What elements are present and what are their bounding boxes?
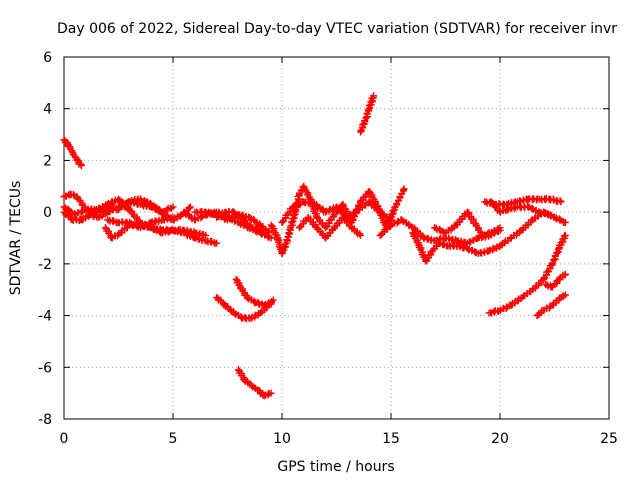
y-tick-label: 2 bbox=[43, 153, 52, 169]
series-markers bbox=[232, 275, 275, 309]
grid-lines bbox=[64, 57, 609, 419]
x-tick-label: 15 bbox=[382, 431, 400, 447]
data-points bbox=[60, 92, 569, 400]
plot-frame bbox=[63, 56, 610, 420]
series-arc-11 bbox=[232, 275, 275, 309]
series-markers bbox=[234, 366, 275, 400]
series-arc-23 bbox=[533, 291, 569, 320]
x-axis-label: GPS time / hours bbox=[277, 459, 394, 475]
series-markers bbox=[485, 231, 569, 317]
series-arc-14 bbox=[278, 198, 395, 226]
x-tick-label: 0 bbox=[60, 431, 69, 447]
x-tick-label: 20 bbox=[491, 431, 509, 447]
series-markers bbox=[356, 92, 378, 136]
y-tick-label: -6 bbox=[38, 360, 52, 376]
y-tick-label: -4 bbox=[38, 309, 52, 325]
y-tick-label: 6 bbox=[43, 50, 52, 66]
y-tick-label: -8 bbox=[38, 412, 52, 428]
series-markers bbox=[101, 220, 221, 248]
series-markers bbox=[295, 213, 364, 242]
series-markers bbox=[487, 198, 554, 219]
y-tick-label: -2 bbox=[38, 257, 52, 273]
series-arc-12 bbox=[234, 366, 275, 400]
series-arc-22 bbox=[485, 231, 569, 317]
y-tick-labels: -8 -6 -4 -2 0 2 4 6 bbox=[38, 50, 52, 428]
series-arc-05 bbox=[101, 220, 221, 248]
series-arc-01 bbox=[60, 136, 85, 170]
series-arc-21 bbox=[487, 198, 554, 219]
series-markers bbox=[542, 270, 569, 291]
series-arc-24 bbox=[542, 270, 569, 291]
series-markers bbox=[431, 208, 504, 239]
series-markers bbox=[213, 207, 273, 237]
series-markers bbox=[60, 195, 194, 225]
x-tick-label: 10 bbox=[273, 431, 291, 447]
series-arc-19 bbox=[431, 208, 504, 239]
x-tick-label: 5 bbox=[169, 431, 178, 447]
y-tick-label: 0 bbox=[43, 205, 52, 221]
series-arc-16 bbox=[356, 92, 378, 136]
x-tick-labels: 0 5 10 15 20 25 bbox=[60, 431, 618, 447]
series-arc-15 bbox=[295, 213, 364, 242]
series-markers bbox=[533, 291, 569, 320]
y-axis-label: SDTVAR / TECUs bbox=[8, 181, 24, 296]
chart-title: Day 006 of 2022, Sidereal Day-to-day VTE… bbox=[57, 21, 617, 37]
y-tick-label: 4 bbox=[43, 102, 52, 118]
series-markers bbox=[60, 136, 85, 170]
x-tick-label: 25 bbox=[600, 431, 618, 447]
series-markers bbox=[104, 213, 177, 232]
series-markers bbox=[278, 198, 395, 226]
series-arc-09 bbox=[213, 207, 273, 237]
series-arc-03 bbox=[60, 195, 194, 225]
axis-ticks bbox=[63, 56, 610, 420]
series-arc-06 bbox=[104, 213, 177, 232]
